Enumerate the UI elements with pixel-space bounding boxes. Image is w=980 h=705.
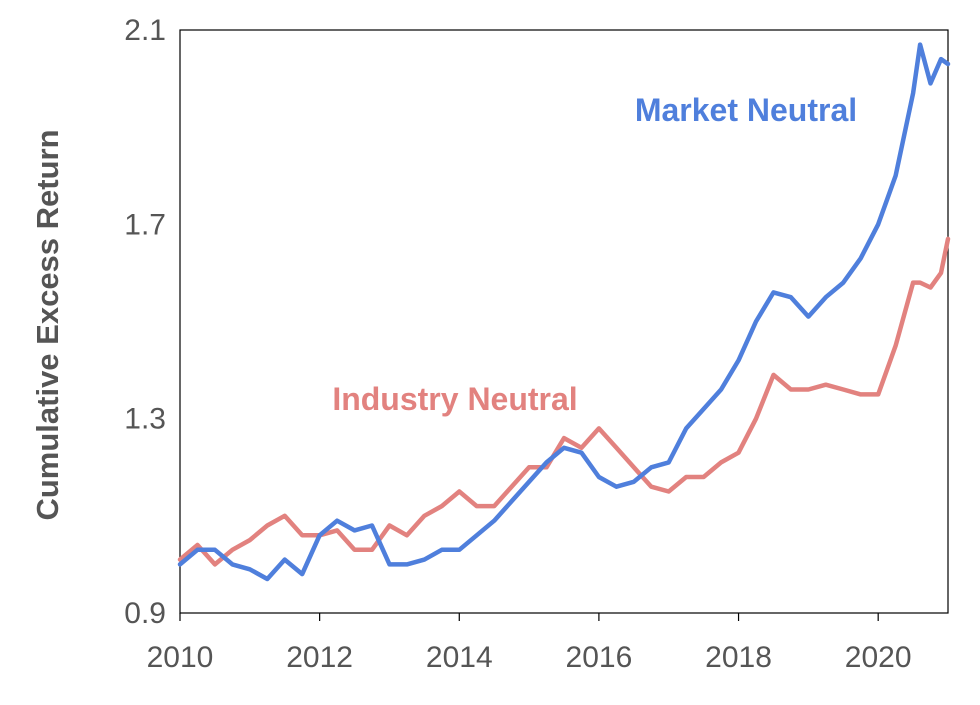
x-axis: 2010 2012 2014 2016 2018 2020 xyxy=(147,613,912,674)
x-tick-label: 2018 xyxy=(705,641,772,674)
x-tick-label: 2016 xyxy=(566,641,633,674)
y-axis: 0.9 1.3 1.7 2.1 xyxy=(124,14,166,630)
series-line-market-neutral xyxy=(177,42,951,582)
y-tick-label: 0.9 xyxy=(124,597,166,630)
market-neutral-label: Market Neutral xyxy=(635,92,857,128)
y-tick-label: 1.3 xyxy=(124,403,166,436)
series-line-industry-neutral xyxy=(177,236,951,567)
y-axis-title: Cumulative Excess Return xyxy=(30,129,65,520)
x-tick-label: 2012 xyxy=(286,641,353,674)
industry-neutral-label: Industry Neutral xyxy=(332,381,577,417)
x-tick-label: 2020 xyxy=(845,641,912,674)
y-tick-label: 2.1 xyxy=(124,14,166,47)
y-tick-label: 1.7 xyxy=(124,208,166,241)
x-tick-label: 2014 xyxy=(426,641,493,674)
series-group xyxy=(177,42,951,582)
x-tick-label: 2010 xyxy=(147,641,214,674)
plot-area-frame xyxy=(179,29,949,614)
